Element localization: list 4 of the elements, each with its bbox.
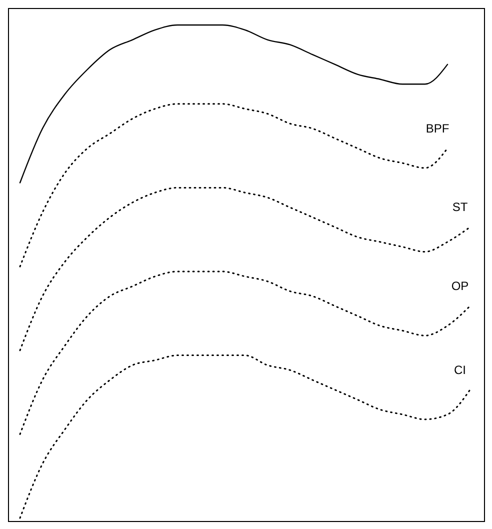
series-label: BPF	[426, 121, 450, 136]
series-label: ST	[452, 200, 468, 214]
series-label: OP	[451, 279, 469, 294]
series-label: CI	[454, 362, 466, 377]
